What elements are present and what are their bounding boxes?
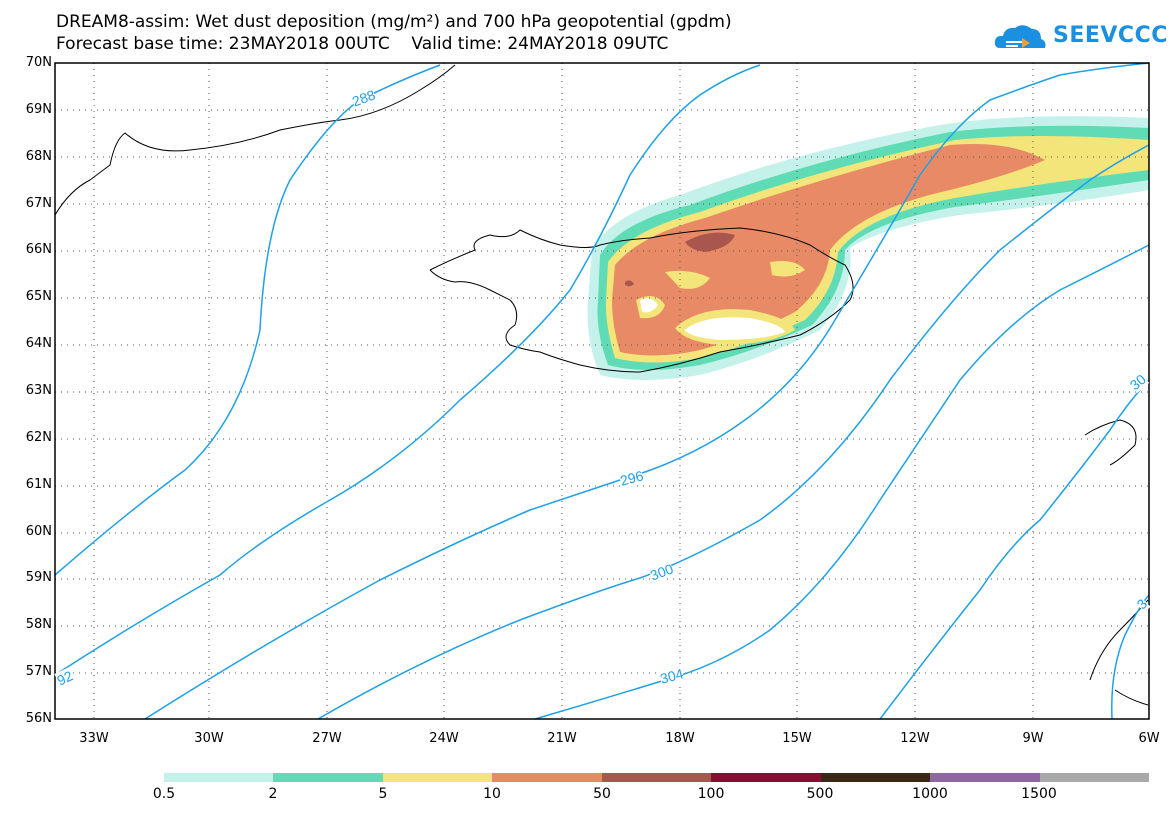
lon-label: 9W [1022,731,1044,746]
cloud-logo-icon [994,25,1046,48]
lat-label: 67N [25,195,52,211]
legend-label: 500 [806,786,834,802]
legend-label: 0.5 [152,786,176,802]
map-title: DREAM8-assim: Wet dust deposition (mg/m²… [56,12,732,32]
lat-label: 57N [25,664,52,680]
legend-color-box [820,773,931,782]
legend-label: 10 [483,786,501,802]
map-frame [54,62,1150,720]
legend-color-box [492,773,602,782]
legend-label: 1000 [912,786,948,802]
legend-color-box [711,773,821,782]
lon-label: 33W [79,731,109,746]
lat-label: 58N [25,617,52,633]
legend-color-box [1039,773,1149,782]
lon-label: 21W [547,731,577,746]
lon-label: 30W [194,731,224,746]
legend-label: 2 [268,786,278,802]
lon-label: 6W [1138,731,1160,746]
legend-label: 1500 [1021,786,1057,802]
lat-label: 56N [25,711,52,726]
geopotential-contours [54,62,1150,720]
legend-colorbar [164,773,1149,782]
lat-label: 62N [25,429,52,445]
legend-color-box [601,773,712,782]
legend-color-box [930,773,1040,782]
lat-label: 66N [25,242,52,258]
lon-label: 15W [782,731,812,746]
map-subtitle: Forecast base time: 23MAY2018 00UTC Vali… [56,34,669,54]
dust-deposition-shading [587,116,1149,381]
legend-label: 50 [593,786,611,802]
legend-color-box [382,773,493,782]
lon-label: 27W [312,731,342,746]
lat-label: 60N [25,523,52,539]
logo-text: SEEVCCC [1053,23,1168,48]
lat-label: 65N [25,289,52,305]
lat-label: 59N [25,570,52,586]
legend-label: 5 [378,786,388,802]
lat-label: 63N [25,383,52,398]
legend-label: 100 [697,786,725,802]
lon-label: 12W [900,731,930,746]
lat-label: 70N [25,55,52,70]
legend-color-box [273,773,383,782]
lon-label: 24W [429,731,459,746]
lat-label: 61N [25,476,52,492]
lat-label: 69N [25,101,52,117]
lon-label: 18W [665,731,695,746]
lat-label: 68N [25,148,52,164]
lat-label: 64N [25,336,52,352]
legend-color-box [164,773,274,782]
